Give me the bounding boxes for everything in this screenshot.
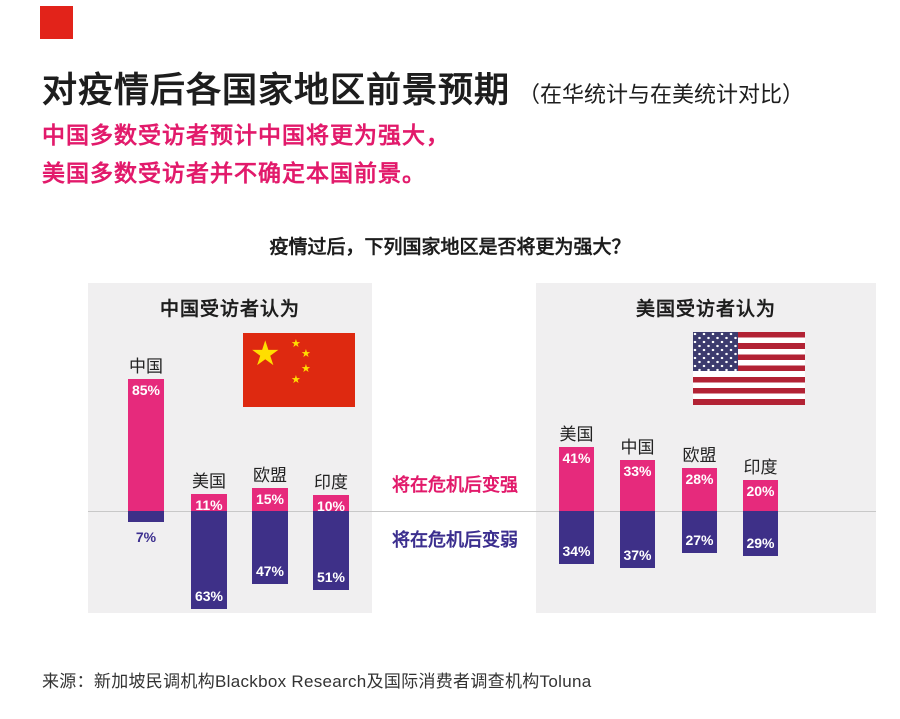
usa-respondents-panel: 美国受访者认为 美国 41% 34% 中国 33% 37% 欧盟 28% 27% 印度 20% 29% <box>536 283 876 613</box>
legend-stronger-label: 将在危机后变强 <box>392 475 518 495</box>
chart-baseline-line <box>88 511 876 512</box>
bar-segment-weaker <box>743 511 778 556</box>
source-note: 来源：新加坡民调机构Blackbox Research及国际消费者调查机构Tol… <box>42 672 592 691</box>
bar-value-stronger: 10% <box>316 498 346 514</box>
bar-segment-weaker <box>559 511 594 564</box>
legend-weaker-label: 将在危机后变弱 <box>392 530 518 550</box>
bar-segment-weaker <box>682 511 717 553</box>
bar-value-stronger: 11% <box>195 497 223 513</box>
china-flag-small-star-icon: ★ <box>291 338 301 350</box>
bar-value-weaker: 51% <box>316 569 346 585</box>
bar-value-stronger: 28% <box>685 471 714 487</box>
bar-segment-stronger <box>559 447 594 511</box>
usa-flag-canton-stars <box>693 332 738 371</box>
bar-segment-stronger <box>620 460 655 511</box>
bar-value-weaker: 34% <box>562 543 591 559</box>
usa-flag-icon <box>693 332 805 405</box>
china-flag-icon: ★ ★ ★ ★ ★ <box>243 333 355 407</box>
bar-category-label: 美国 <box>192 472 226 491</box>
bar-segment-weaker <box>313 511 349 590</box>
bar-value-stronger: 85% <box>131 382 161 398</box>
page-title: 对疫情后各国家地区前景预期 （在华统计与在美统计对比） <box>42 62 804 113</box>
bar-category-label: 中国 <box>620 438 655 457</box>
bar-segment-weaker <box>128 511 164 522</box>
panel-title-china: 中国受访者认为 <box>159 299 300 320</box>
panel-title-usa: 美国受访者认为 <box>635 299 776 320</box>
bar-value-stronger: 15% <box>255 491 285 507</box>
bar-segment-stronger <box>313 495 349 511</box>
bar-category-label: 美国 <box>559 425 594 444</box>
bar-segment-weaker <box>191 511 227 609</box>
subtitle-line-1: 中国多数受访者预计中国将更为强大， <box>42 122 450 148</box>
bar-category-label: 中国 <box>129 357 163 376</box>
bar-segment-weaker <box>252 511 288 584</box>
china-flag-small-star-icon: ★ <box>291 374 301 386</box>
bar-value-stronger: 20% <box>746 483 775 499</box>
bar-value-weaker: 47% <box>255 563 285 579</box>
bar-value-stronger: 41% <box>562 450 591 466</box>
red-square-logo <box>40 6 73 39</box>
bar-segment-weaker <box>620 511 655 568</box>
bar-value-weaker: 29% <box>746 535 775 551</box>
bar-category-label: 欧盟 <box>682 446 717 465</box>
chart-question: 疫情过后，下列国家地区是否将更为强大？ <box>269 237 631 258</box>
bar-segment-stronger <box>252 488 288 511</box>
bar-value-weaker: 27% <box>685 532 714 548</box>
bar-value-weaker: 37% <box>623 547 652 563</box>
china-respondents-panel: 中国受访者认为 ★ ★ ★ ★ ★ 中国 85% 7% 美国 11% 63% 欧盟 15% 47… <box>88 283 372 613</box>
bar-segment-stronger <box>191 494 227 511</box>
bar-category-label: 印度 <box>743 458 778 477</box>
bar-segment-stronger <box>743 480 778 511</box>
china-flag-small-star-icon: ★ <box>301 348 311 360</box>
china-flag-small-star-icon: ★ <box>301 363 311 375</box>
title-text: 对疫情后各国家地区前景预期 <box>42 71 511 110</box>
bar-value-stronger: 33% <box>623 463 652 479</box>
bar-value-weaker: 7% <box>135 529 157 545</box>
china-flag-big-star-icon: ★ <box>250 335 281 373</box>
bar-value-weaker: 63% <box>194 588 224 604</box>
subtitle-line-2: 美国多数受访者并不确定本国前景。 <box>42 160 426 186</box>
bar-category-label: 欧盟 <box>253 466 287 485</box>
title-suffix-text: （在华统计与在美统计对比） <box>518 82 805 107</box>
bar-segment-stronger <box>682 468 717 511</box>
subtitle: 中国多数受访者预计中国将更为强大， 美国多数受访者并不确定本国前景。 <box>42 116 450 192</box>
bar-category-label: 印度 <box>314 473 348 492</box>
bar-segment-stronger <box>128 379 164 511</box>
